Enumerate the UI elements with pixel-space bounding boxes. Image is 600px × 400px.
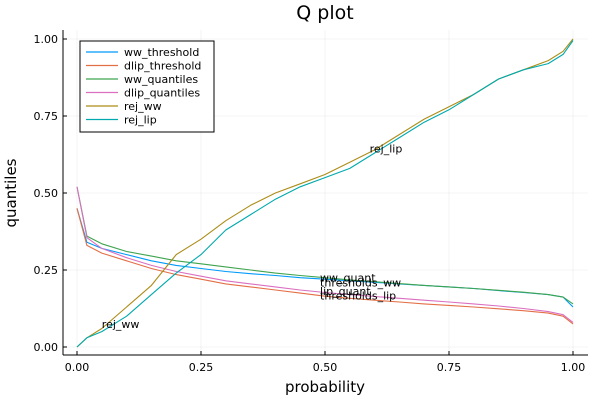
x-tick-label: 0.75 [437,361,462,374]
x-tick-label: 1.00 [561,361,586,374]
legend-label-rej-lip: rej_lip [124,114,157,127]
legend-label-ww-threshold: ww_threshold [124,46,199,59]
annotation-layer: rej_ww rej_lip ww_quantthresholds_wwlip_qu… [102,142,403,331]
legend-label-rej-ww: rej_ww [124,100,162,113]
legend-label-dlip-threshold: dlip_threshold [124,60,201,73]
y-tick-label: 0.00 [34,341,59,354]
legend-label-ww-quantiles: ww_quantiles [124,73,198,86]
axes-layer: 0.00 0.25 0.50 0.75 1.00 0.00 0.25 0.50 0.75 1.00 [34,30,588,374]
legend-label-dlip-quantiles: dlip_quantiles [124,87,200,100]
annotation-label: ww_quant [320,272,376,285]
x-axis-label: probability [285,378,365,396]
series-line-dlip-quantiles [76,186,574,323]
x-tick-label: 0.25 [189,361,214,374]
annotation-label: lip_quant [320,285,371,298]
series-layer [76,38,574,348]
x-tick-label: 0.50 [313,361,338,374]
legend: ww_thresholddlip_thresholdww_quantilesdl… [79,40,215,133]
series-line-rej-lip [76,40,574,348]
y-tick-label: 0.75 [34,110,59,123]
series-line-ww-quantiles [76,186,574,305]
annotation-label: rej_ww [102,318,140,331]
annotation-label: thresholds_ww [320,276,401,289]
y-axis-label: quantiles [2,158,20,227]
series-line-dlip-threshold [76,208,574,325]
y-tick-label: 1.00 [34,33,59,46]
chart-title: Q plot [296,2,353,24]
legend-box [79,40,215,133]
y-tick-label: 0.25 [34,264,59,277]
x-tick-label: 0.00 [65,361,90,374]
annotation-label: rej_lip [370,142,403,155]
annotation-label: thresholds_lip [320,289,396,302]
y-tick-label: 0.50 [34,187,59,200]
